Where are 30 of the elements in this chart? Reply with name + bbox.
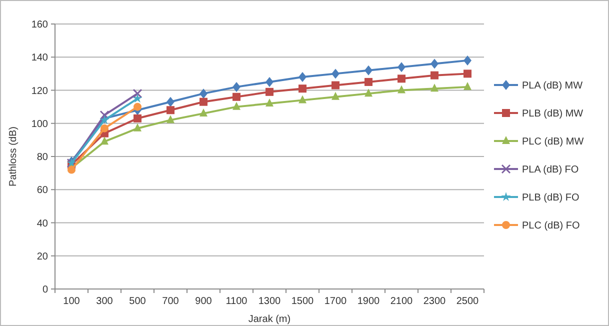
y-tick-label: 80 [36,152,48,163]
y-tick-label: 0 [42,284,48,296]
legend-label: PLB (dB) FO [522,192,580,204]
x-tick-label: 500 [129,296,146,307]
x-tick-label: 2300 [423,296,446,307]
x-tick-label: 1700 [324,296,348,307]
legend-label: PLA (dB) MW [522,80,584,92]
y-tick-label: 140 [31,52,48,64]
legend-label: PLB (dB) MW [522,108,584,120]
x-tick-label: 2500 [456,296,480,307]
legend-label: PLC (dB) FO [522,220,580,232]
y-tick-label: 40 [36,218,48,230]
y-tick-label: 120 [31,86,48,97]
x-axis-title: Jarak (m) [248,314,291,325]
x-tick-label: 2100 [390,296,414,307]
y-tick-label: 20 [36,251,48,262]
legend-label: PLA (dB) FO [522,164,579,176]
x-tick-label: 1900 [357,296,380,307]
y-axis-title: Pathloss (dB) [8,126,19,187]
x-tick-label: 700 [162,296,180,307]
x-tick-label: 1300 [258,296,282,307]
legend-label: PLC (dB) MW [522,136,584,148]
y-tick-label: 60 [36,185,48,196]
y-tick-label: 100 [31,118,48,130]
x-tick-label: 1500 [291,296,314,307]
x-tick-label: 300 [96,296,114,307]
x-tick-label: 1100 [226,296,248,307]
x-tick-label: 900 [195,296,212,307]
y-tick-label: 160 [31,20,48,30]
x-tick-label: 100 [63,296,80,307]
